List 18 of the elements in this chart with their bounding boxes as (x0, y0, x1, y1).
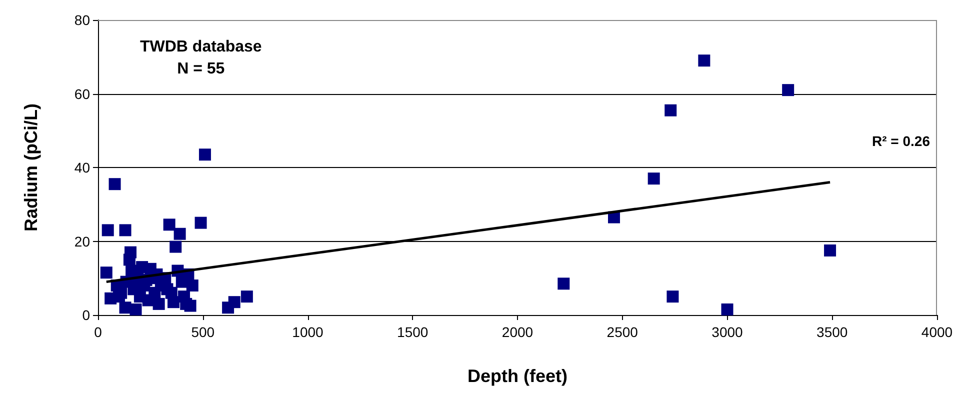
x-tick-label: 1500 (397, 324, 428, 340)
y-tick-label: 60 (74, 86, 90, 102)
x-tick-label: 4000 (921, 324, 953, 340)
y-axis-title: Radium (pCi/L) (21, 104, 41, 232)
x-tick-label: 500 (191, 324, 215, 340)
annotation: R² = 0.26 (872, 133, 930, 149)
annotation: TWDB database N = 55 (140, 38, 262, 78)
y-tick-label: 20 (74, 233, 90, 250)
x-tick-label: 3000 (712, 324, 744, 340)
x-tick-label: 0 (94, 324, 102, 340)
x-tick-label: 2000 (502, 324, 534, 340)
x-axis-title: Depth (feet) (468, 366, 568, 386)
x-tick-label: 3500 (816, 324, 848, 340)
y-tick-label: 40 (74, 160, 90, 176)
x-tick-label: 2500 (606, 324, 638, 340)
y-tick-label: 0 (82, 307, 90, 323)
x-tick-label: 1000 (292, 324, 324, 340)
y-tick-label: 80 (74, 12, 90, 28)
